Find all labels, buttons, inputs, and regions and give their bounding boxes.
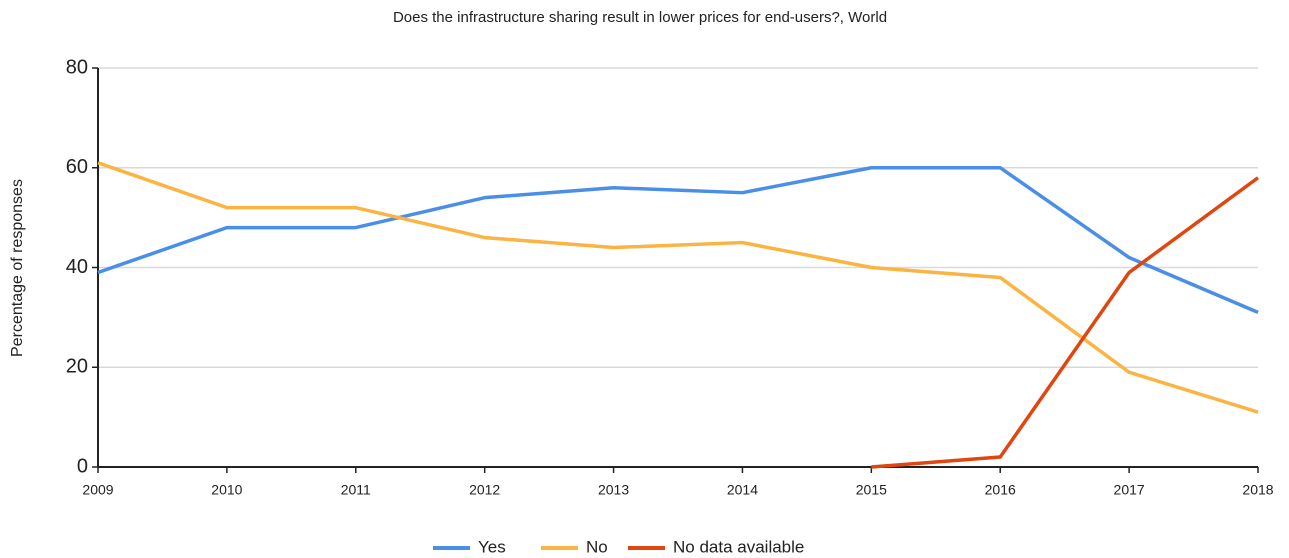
- series-line: [97, 161, 1259, 414]
- x-tick-label: 2012: [469, 482, 500, 498]
- series-line: [97, 166, 1259, 314]
- y-tick-label: 80: [66, 56, 88, 78]
- x-tick-label: 2010: [211, 482, 242, 498]
- y-tick-label: 60: [66, 156, 88, 178]
- x-tick-label: 2011: [341, 482, 371, 498]
- y-tick-label: 40: [66, 256, 88, 278]
- legend-label: Yes: [478, 537, 506, 556]
- x-tick-label: 2017: [1114, 482, 1145, 498]
- y-tick-label: 20: [66, 356, 88, 378]
- series-line: [871, 176, 1260, 469]
- legend-label: No: [586, 537, 608, 556]
- y-tick-label: 0: [77, 455, 88, 477]
- x-tick-label: 2016: [985, 482, 1016, 498]
- x-tick-label: 2013: [598, 482, 629, 498]
- y-axis-label: Percentage of responses: [9, 179, 26, 357]
- legend-label: No data available: [673, 537, 804, 556]
- x-tick-label: 2018: [1242, 482, 1273, 498]
- x-tick-label: 2014: [727, 482, 758, 498]
- x-tick-label: 2015: [856, 482, 887, 498]
- chart-title: Does the infrastructure sharing result i…: [393, 9, 887, 26]
- x-tick-label: 2009: [82, 482, 113, 498]
